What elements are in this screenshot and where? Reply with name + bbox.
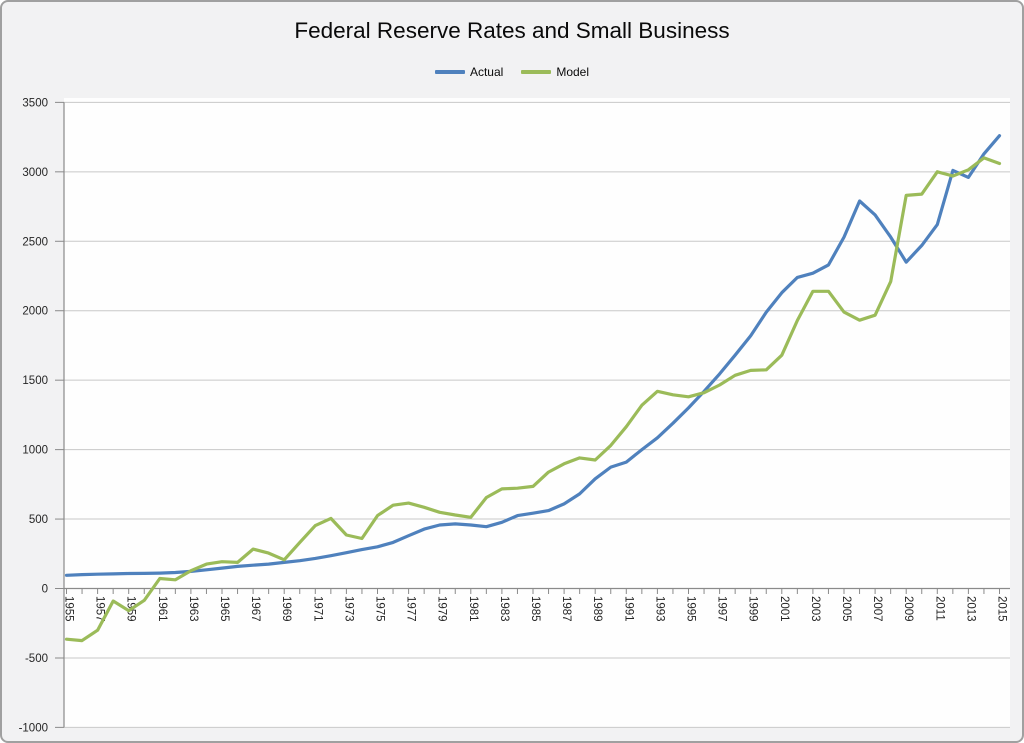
x-tick-label: 1967 [249, 596, 261, 622]
x-tick-label: 1981 [467, 596, 479, 622]
x-tick-label: 1989 [591, 596, 603, 622]
y-tick-label: 500 [29, 514, 48, 526]
x-tick-label: 2013 [964, 596, 976, 622]
y-tick-label: 2500 [22, 236, 48, 248]
x-tick-label: 1971 [311, 596, 323, 622]
x-tick-label: 1983 [498, 596, 510, 622]
x-tick-label: 1977 [405, 596, 417, 622]
y-tick-label: 3500 [22, 97, 48, 109]
x-tick-label: 2011 [933, 596, 945, 621]
series-line-model [64, 156, 1002, 643]
x-tick-label: 1961 [156, 596, 168, 622]
x-tick-label: 2009 [902, 596, 914, 622]
y-tick-label: 0 [42, 584, 48, 596]
x-tick-label: 1969 [280, 596, 292, 622]
x-tick-label: 1963 [187, 596, 199, 622]
x-tick-label: 1985 [529, 596, 541, 622]
x-tick-label: 1993 [653, 596, 665, 622]
y-tick-label: 1500 [22, 375, 48, 387]
x-tick-label: 2005 [840, 596, 852, 622]
x-tick-label: 1955 [63, 596, 75, 622]
y-tick-label: 3000 [22, 167, 48, 179]
x-tick-label: 1965 [218, 596, 230, 622]
series-line-actual [64, 134, 1002, 577]
y-tick-label: 2000 [22, 306, 48, 318]
legend-line-sample-actual [434, 70, 465, 74]
x-tick-label: 2007 [871, 596, 883, 622]
legend-item-model: Model [521, 65, 589, 79]
x-tick-label: 1973 [342, 596, 354, 622]
plot-area [64, 98, 1010, 728]
legend: Actual Model [2, 65, 1022, 79]
x-tick-label: 1991 [622, 596, 634, 622]
x-tick-label: 2001 [778, 596, 790, 622]
x-tick-label: 1997 [716, 596, 728, 622]
x-tick-label: 1957 [94, 596, 106, 622]
x-tick-label: 1999 [747, 596, 759, 622]
x-tick-label: 1987 [560, 596, 572, 622]
x-tick-label: 1975 [374, 596, 386, 622]
x-tick-label: 2003 [809, 596, 821, 622]
y-tick-label: -1000 [19, 722, 48, 734]
x-tick-label: 1995 [685, 596, 697, 622]
legend-item-actual: Actual [434, 65, 504, 79]
y-tick-label: 1000 [22, 445, 48, 457]
x-tick-label: 1979 [436, 596, 448, 622]
legend-label-actual: Actual [469, 65, 504, 79]
x-tick-label: 2015 [996, 596, 1008, 622]
legend-label-model: Model [556, 65, 590, 79]
legend-line-sample-model [521, 70, 552, 74]
chart-title: Federal Reserve Rates and Small Business [294, 18, 730, 43]
y-tick-label: -500 [25, 653, 48, 665]
